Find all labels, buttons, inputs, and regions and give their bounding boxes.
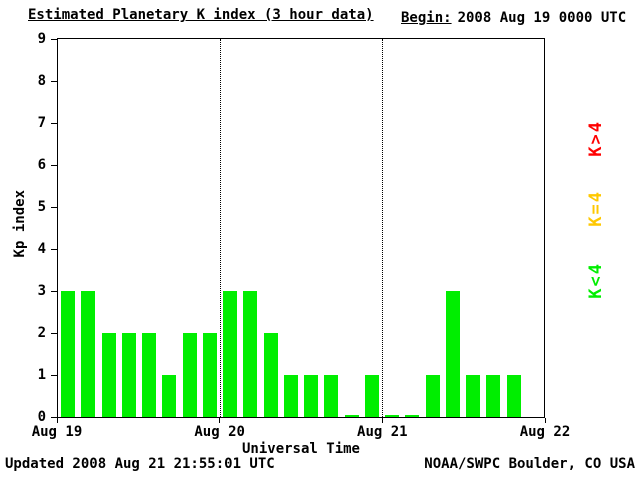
kp-bar — [202, 333, 217, 417]
kp-bar — [364, 375, 379, 417]
y-tick-mark — [51, 290, 57, 292]
kp-bar — [304, 375, 319, 417]
source-text: NOAA/SWPC Boulder, CO USA — [424, 456, 635, 472]
begin-line: Begin: 2008 Aug 19 0000 UTC — [401, 10, 626, 26]
chart-title: Estimated Planetary K index (3 hour data… — [28, 7, 374, 23]
kp-bar — [344, 415, 359, 417]
y-tick-label: 9 — [37, 31, 46, 47]
y-tick-mark — [51, 80, 57, 82]
y-tick-mark — [51, 248, 57, 250]
y-tick-mark — [51, 416, 57, 418]
y-tick-label: 2 — [37, 325, 46, 341]
y-tick-mark — [51, 164, 57, 166]
updated-text: Updated 2008 Aug 21 21:55:01 UTC — [5, 456, 275, 472]
kp-bar — [81, 291, 96, 417]
y-tick-mark — [51, 206, 57, 208]
kp-bar — [243, 291, 258, 417]
legend-item-k-lt-4: K<4 — [586, 262, 606, 299]
y-tick-mark — [51, 332, 57, 334]
legend-item-k-gt-4: K>4 — [586, 120, 606, 157]
begin-value: 2008 Aug 19 0000 UTC — [457, 10, 627, 26]
kp-bar — [283, 375, 298, 417]
x-tick-label: Aug 22 — [519, 424, 571, 440]
x-tick-label: Aug 21 — [357, 424, 408, 440]
kp-bar — [182, 333, 197, 417]
kp-bar — [486, 375, 501, 417]
kp-bar — [385, 415, 400, 417]
x-tick-mark — [219, 418, 221, 423]
y-tick-mark — [51, 38, 57, 40]
y-tick-label: 7 — [37, 115, 46, 131]
kp-bar — [445, 291, 460, 417]
x-tick-label: Aug 19 — [31, 424, 83, 440]
kp-bar — [425, 375, 440, 417]
y-tick-mark — [51, 122, 57, 124]
kp-bar — [142, 333, 157, 417]
x-axis-label: Universal Time — [241, 441, 360, 457]
x-tick-mark — [56, 418, 58, 423]
kp-bar — [121, 333, 136, 417]
x-tick-mark — [544, 418, 546, 423]
kp-bar — [466, 375, 481, 417]
kp-bar — [405, 415, 420, 417]
day-boundary-gridline — [220, 39, 221, 417]
y-tick-label: 1 — [37, 367, 46, 383]
y-tick-mark — [51, 374, 57, 376]
y-tick-label: 6 — [37, 157, 46, 173]
kp-bar — [162, 375, 177, 417]
kp-bar — [223, 291, 238, 417]
y-tick-label: 3 — [37, 283, 46, 299]
day-boundary-gridline — [382, 39, 383, 417]
plot-area — [57, 38, 545, 418]
begin-label: Begin: — [401, 10, 452, 26]
kp-bar — [324, 375, 339, 417]
legend-item-k-eq-4: K=4 — [586, 190, 606, 227]
kp-bar — [101, 333, 116, 417]
y-tick-label: 5 — [37, 199, 46, 215]
y-tick-label: 4 — [37, 241, 46, 257]
x-tick-label: Aug 20 — [194, 424, 245, 440]
y-tick-label: 0 — [37, 409, 46, 425]
y-tick-label: 8 — [37, 73, 46, 89]
x-tick-mark — [381, 418, 383, 423]
kp-bar — [61, 291, 76, 417]
kp-bar — [263, 333, 278, 417]
kp-bar — [506, 375, 521, 417]
